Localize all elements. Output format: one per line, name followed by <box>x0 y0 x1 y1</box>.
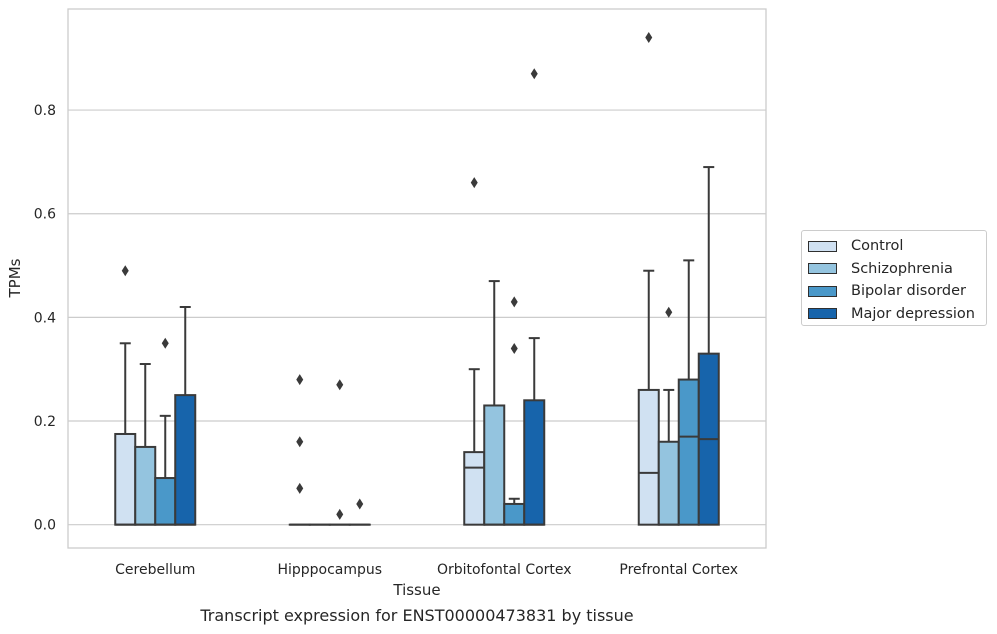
box-body <box>114 432 137 526</box>
legend-swatch <box>808 308 837 320</box>
box-body <box>503 502 526 526</box>
box-major-depression <box>174 306 197 526</box>
legend-item: Bipolar disorder <box>808 280 986 303</box>
box-control <box>637 32 660 526</box>
outlier-point <box>296 374 304 386</box>
x-tick-label: Cerebellum <box>115 562 195 578</box>
box-body <box>483 404 506 526</box>
outlier-point <box>336 379 344 391</box>
box-control <box>288 374 311 526</box>
legend-label: Major depression <box>851 305 975 322</box>
legend-swatch <box>808 285 837 297</box>
outlier-point <box>336 508 344 520</box>
box-body <box>657 440 680 526</box>
box-bipolar-disorder <box>503 296 526 526</box>
box-body <box>463 451 486 526</box>
y-tick-labels: 0.0 0.2 0.4 0.6 0.8 <box>34 103 56 534</box>
y-tick-label: 0.8 <box>34 103 56 119</box>
box-schizophrenia <box>483 280 506 526</box>
box-control <box>463 177 486 526</box>
outlier-point <box>470 177 478 189</box>
box-body <box>154 477 177 526</box>
outlier-point <box>510 296 518 308</box>
box-body <box>677 378 700 526</box>
legend-label: Bipolar disorder <box>851 283 966 300</box>
outlier-point <box>645 32 653 44</box>
outlier-point <box>665 306 673 318</box>
y-tick-label: 0.2 <box>34 414 56 430</box>
legend-swatch <box>808 240 837 252</box>
legend-item: Control <box>808 235 986 258</box>
box-body <box>174 394 197 526</box>
y-tick-label: 0.0 <box>34 518 56 534</box>
box-bipolar-disorder <box>154 337 177 526</box>
box-body <box>523 399 546 526</box>
box-bipolar-disorder <box>328 379 351 526</box>
plot-frame <box>67 8 767 549</box>
y-tick-label: 0.4 <box>34 310 56 326</box>
box-body <box>134 445 157 526</box>
outlier-point <box>510 342 518 354</box>
x-axis-label: Tissue <box>392 581 440 599</box>
y-axis-label: TPMs <box>6 258 24 298</box>
outlier-point <box>121 265 129 277</box>
legend-swatch <box>808 263 837 275</box>
figure-caption: Transcript expression for ENST0000047383… <box>200 606 634 625</box>
legend-item: Schizophrenia <box>808 258 986 281</box>
outlier-point <box>530 68 538 80</box>
y-tick-label: 0.6 <box>34 207 56 223</box>
outlier-point <box>356 498 364 510</box>
x-tick-label: Prefrontal Cortex <box>619 562 738 578</box>
box-major-depression <box>348 498 371 526</box>
legend-item: Major depression <box>808 303 986 326</box>
x-tick-label: Orbitofontal Cortex <box>437 562 572 578</box>
box-major-depression <box>697 166 720 526</box>
box-bipolar-disorder <box>677 259 700 526</box>
box-control <box>114 265 137 526</box>
x-tick-label: Hipppocampus <box>277 562 382 578</box>
legend-label: Schizophrenia <box>851 260 953 277</box>
plot-boxes <box>114 32 720 526</box>
box-major-depression <box>523 68 546 526</box>
outlier-point <box>296 482 304 494</box>
box-body <box>637 388 660 526</box>
x-tick-labels: Cerebellum Hipppocampus Orbitofontal Corte… <box>115 562 738 578</box>
box-schizophrenia <box>657 306 680 526</box>
legend: Control Schizophrenia Bipolar disorder Majo… <box>801 230 987 326</box>
box-schizophrenia <box>134 363 157 526</box>
legend-label: Control <box>851 238 904 255</box>
outlier-point <box>161 337 169 349</box>
outlier-point <box>296 436 304 448</box>
